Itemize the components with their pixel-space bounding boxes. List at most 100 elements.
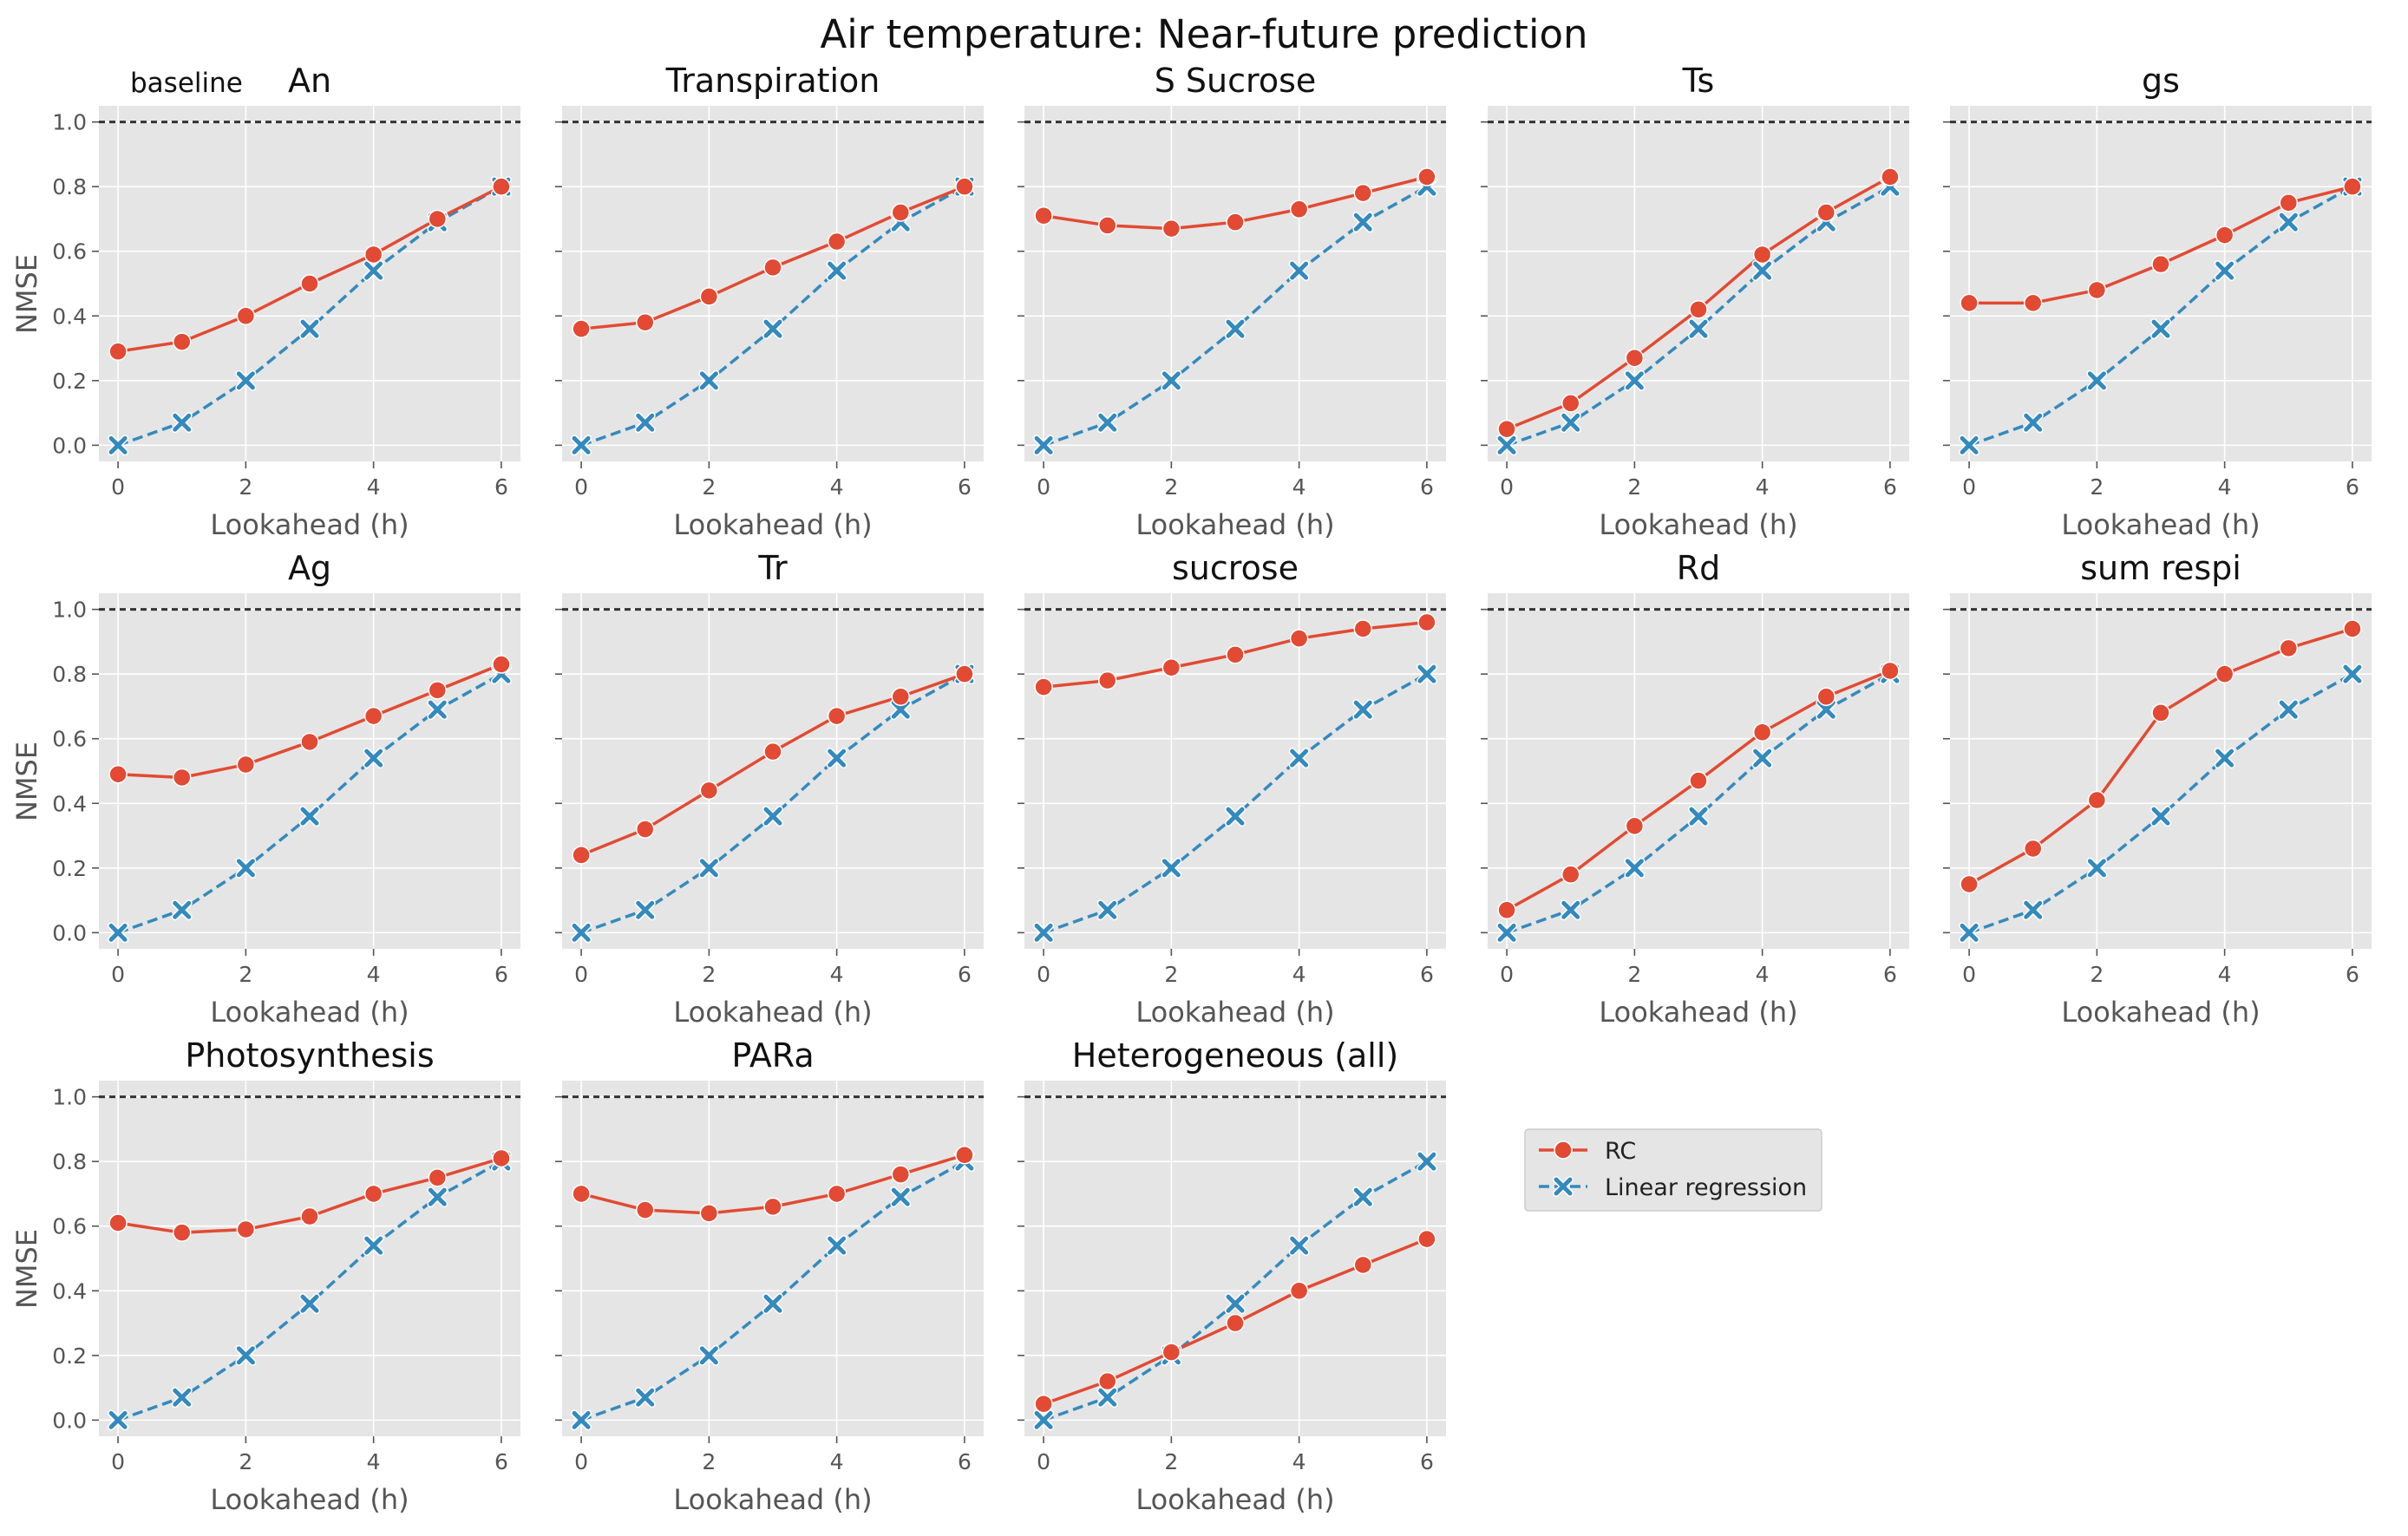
x-tick-label: 2 — [239, 474, 252, 500]
linear-regression-point — [173, 900, 192, 919]
subplot: 0 2 4 6 Lookahead (h) gs — [1943, 62, 2372, 541]
linear-regression-point — [2215, 261, 2235, 280]
rc-point — [108, 342, 128, 362]
subplot-title: Transpiration — [665, 62, 880, 100]
rc-point — [300, 732, 319, 752]
y-axis-label: NMSE — [10, 1229, 43, 1309]
linear-regression-point — [1816, 700, 1835, 719]
linear-regression-point — [428, 700, 447, 719]
rc-point — [1353, 1255, 1373, 1275]
x-tick-label: 0 — [1037, 1449, 1050, 1474]
y-tick-label: 1.0 — [52, 598, 87, 623]
linear-regression-point — [2087, 371, 2106, 390]
x-tick-label: 0 — [111, 1449, 125, 1474]
rc-point — [363, 706, 383, 726]
rc-point — [891, 1165, 911, 1184]
x-axis-label: Lookahead (h) — [1135, 996, 1334, 1029]
linear-regression-point — [2151, 807, 2170, 826]
plot-area — [1024, 106, 1446, 461]
subplot-title: PARa — [731, 1036, 814, 1075]
rc-point — [1034, 1394, 1053, 1414]
linear-regression-point — [1417, 664, 1436, 683]
linear-regression-point — [1098, 413, 1117, 432]
subplot-title: An — [288, 62, 331, 100]
rc-point — [1097, 670, 1117, 690]
linear-regression-point — [2279, 700, 2298, 719]
linear-regression-point — [2024, 900, 2043, 919]
x-tick-label: 0 — [1037, 962, 1050, 987]
legend-rc-marker — [1554, 1141, 1573, 1160]
y-tick-label: 0.4 — [52, 1278, 87, 1304]
subplot: 0.0 0.2 0.4 0.6 0.8 1.0 0 2 4 6 Lookahead (h) NMSE P… — [10, 1036, 520, 1516]
rc-point — [2023, 839, 2043, 859]
rc-point — [891, 687, 911, 707]
rc-point — [827, 232, 847, 252]
y-tick-label: 0.4 — [52, 304, 87, 329]
linear-regression-point — [636, 900, 655, 919]
x-tick-label: 4 — [1292, 1449, 1306, 1474]
linear-regression-point — [763, 807, 782, 826]
linear-regression-point — [1497, 435, 1516, 454]
rc-point — [172, 768, 192, 788]
linear-regression-point — [1226, 807, 1245, 826]
legend: RC Linear regression — [1524, 1128, 1822, 1212]
linear-regression-point — [1161, 859, 1181, 878]
linear-regression-point — [572, 923, 591, 942]
rc-point — [699, 1204, 719, 1223]
rc-point — [2215, 225, 2235, 245]
linear-regression-point — [1753, 748, 1772, 768]
rc-point — [428, 681, 448, 700]
x-tick-label: 0 — [1962, 474, 1976, 500]
linear-regression-point — [1689, 319, 1708, 338]
x-tick-label: 4 — [1756, 962, 1770, 987]
rc-point — [572, 1184, 591, 1204]
linear-regression-point — [891, 700, 910, 719]
x-tick-label: 6 — [958, 474, 972, 500]
x-tick-label: 2 — [702, 962, 716, 987]
rc-point — [172, 332, 192, 351]
x-axis-label: Lookahead (h) — [673, 1483, 872, 1516]
linear-regression-point — [236, 1346, 255, 1365]
x-axis-label: Lookahead (h) — [2061, 508, 2260, 541]
linear-regression-point — [364, 748, 383, 768]
linear-regression-point — [1290, 748, 1309, 768]
rc-point — [1497, 900, 1516, 920]
x-tick-label: 4 — [367, 1449, 381, 1474]
linear-regression-point — [300, 1294, 319, 1313]
x-tick-label: 0 — [574, 474, 588, 500]
rc-point — [2279, 638, 2299, 658]
x-axis-label: Lookahead (h) — [673, 508, 872, 541]
linear-regression-point — [1497, 923, 1516, 942]
y-tick-label: 0.0 — [52, 1408, 87, 1433]
plot-area — [562, 106, 984, 461]
x-tick-label: 2 — [1164, 474, 1178, 500]
x-tick-label: 4 — [1292, 474, 1306, 500]
y-tick-label: 0.6 — [52, 727, 87, 752]
x-tick-label: 4 — [830, 962, 844, 987]
rc-point — [1417, 1229, 1436, 1249]
x-tick-label: 4 — [1292, 962, 1306, 987]
linear-regression-point — [1753, 261, 1772, 280]
subplot: 0 2 4 6 Lookahead (h) Rd — [1481, 549, 1909, 1029]
rc-point — [428, 209, 448, 229]
x-tick-label: 2 — [702, 474, 716, 500]
x-tick-label: 2 — [239, 1449, 252, 1474]
baseline-label: baseline — [130, 68, 243, 99]
rc-point — [1960, 874, 1979, 894]
linear-regression-point — [636, 413, 655, 432]
figure-title: Air temperature: Near-future prediction — [821, 11, 1588, 57]
subplot: 0 2 4 6 Lookahead (h) sucrose — [1018, 549, 1446, 1029]
rc-point — [955, 664, 974, 683]
subplot: 0 2 4 6 Lookahead (h) Heterogeneous (all) — [1018, 1036, 1446, 1516]
x-tick-label: 0 — [574, 962, 588, 987]
x-tick-label: 4 — [2218, 962, 2232, 987]
legend-linear-marker-inner — [1554, 1177, 1573, 1196]
rc-point — [363, 245, 383, 265]
linear-regression-point — [828, 1236, 847, 1255]
rc-point — [1816, 203, 1836, 222]
x-tick-label: 0 — [1500, 474, 1514, 500]
rc-point — [1226, 645, 1245, 664]
linear-regression-point — [1226, 319, 1245, 338]
linear-regression-point — [1625, 859, 1644, 878]
x-tick-label: 2 — [1627, 962, 1641, 987]
